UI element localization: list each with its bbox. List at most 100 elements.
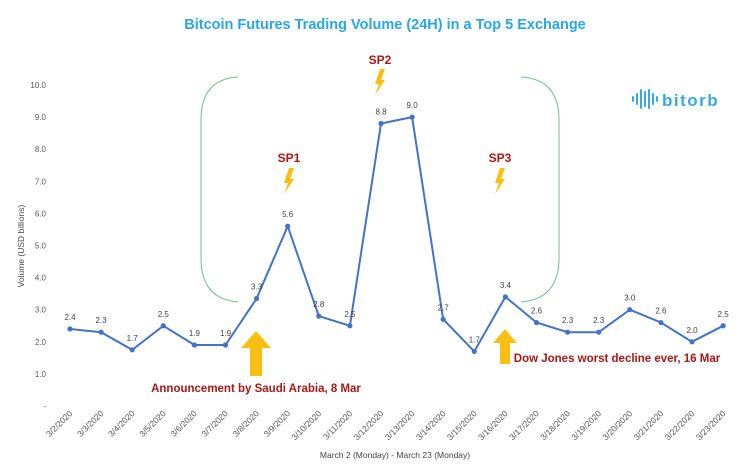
x-tick-label: 3/10/2020: [289, 408, 323, 442]
y-tick-label: 9.0: [35, 113, 47, 122]
dow-annotation: Dow Jones worst decline ever, 16 Mar: [514, 353, 721, 365]
data-label: 2.3: [96, 316, 108, 325]
saudi-arrow-icon: [241, 331, 271, 376]
data-point: [316, 313, 322, 319]
data-point: [565, 329, 571, 335]
x-tick-label: 3/6/2020: [168, 408, 199, 439]
y-tick-label: 8.0: [35, 145, 47, 154]
data-point: [627, 307, 633, 313]
data-point: [440, 316, 446, 322]
data-label: 2.7: [438, 303, 450, 312]
bracket-left: [200, 76, 239, 303]
sp3-lightning-icon: [495, 168, 505, 194]
data-point: [254, 295, 260, 302]
data-label: 2.5: [158, 310, 170, 319]
x-tick-label: 3/11/2020: [321, 408, 355, 442]
sp2-label: SP2: [369, 53, 392, 67]
x-axis: 3/2/2020 3/3/2020 3/4/2020 3/5/2020 3/6/2020…: [44, 408, 728, 442]
data-points: [67, 114, 726, 355]
data-point: [471, 348, 477, 355]
x-tick-label: 3/5/2020: [137, 408, 168, 439]
x-axis-label: March 2 (Monday) - March 23 (Monday): [320, 450, 470, 460]
data-label: 1.7: [469, 335, 481, 344]
data-label: 1.9: [220, 329, 232, 338]
x-tick-label: 3/20/2020: [600, 408, 634, 442]
x-tick-label: 3/19/2020: [569, 408, 603, 442]
x-tick-label: 3/9/2020: [262, 408, 293, 439]
x-tick-label: 3/16/2020: [476, 408, 510, 442]
data-point: [378, 120, 384, 127]
data-label: 2.5: [344, 310, 356, 319]
x-tick-label: 3/23/2020: [694, 408, 728, 442]
data-point: [409, 114, 415, 120]
data-point: [191, 342, 197, 348]
logo: bitorb: [632, 89, 719, 110]
data-label: 2.0: [686, 326, 698, 335]
data-label: 2.6: [655, 307, 667, 316]
data-labels: 2.4 2.3 1.7 2.5 1.9 1.9 3.3 5.6 2.8 2.5 8.8 9.0 2.7 1…: [64, 101, 729, 344]
data-point: [502, 294, 508, 300]
data-label: 1.9: [189, 329, 201, 338]
data-point: [596, 329, 602, 335]
dow-arrow-icon: [493, 329, 517, 364]
bitorb-logo-icon: [632, 89, 658, 109]
x-tick-label: 3/4/2020: [106, 408, 137, 439]
x-tick-label: 3/22/2020: [663, 408, 697, 442]
y-tick-label: 4.0: [35, 274, 47, 283]
x-tick-label: 3/13/2020: [383, 408, 417, 442]
data-point: [689, 339, 695, 345]
data-label: 3.3: [251, 282, 263, 291]
sp2-lightning-icon: [375, 69, 385, 95]
x-tick-label: 3/7/2020: [199, 408, 230, 439]
data-label: 2.8: [313, 300, 325, 309]
data-point: [222, 342, 229, 348]
x-tick-label: 3/18/2020: [538, 408, 572, 442]
y-tick-label: 1.0: [35, 370, 47, 379]
y-tick-label: 2.0: [35, 338, 47, 347]
logo-text: bitorb: [662, 91, 719, 110]
data-label: 3.0: [624, 294, 636, 303]
sp1-label: SP1: [278, 151, 301, 165]
data-label: 2.3: [562, 316, 574, 325]
y-tick-label: 6.0: [35, 209, 47, 218]
x-tick-label: 3/3/2020: [75, 408, 106, 439]
data-point: [720, 323, 726, 329]
series-line: [69, 115, 724, 354]
data-label: 3.4: [500, 281, 512, 290]
data-label: 2.6: [531, 307, 543, 316]
x-tick-label: 3/21/2020: [631, 408, 665, 442]
x-tick-label: 3/12/2020: [352, 408, 386, 442]
y-tick-label: 5.0: [35, 242, 47, 251]
y-tick-label: 10.0: [30, 81, 46, 90]
y-axis-label: Volume (USD billions): [16, 204, 26, 287]
chart-title: Bitcoin Futures Trading Volume (24H) in …: [184, 17, 586, 33]
data-point: [347, 323, 353, 329]
x-tick-label: 3/2/2020: [44, 408, 75, 439]
y-tick-label: -: [43, 402, 46, 411]
data-label: 5.6: [282, 210, 294, 219]
y-axis: - 1.0 2.0 3.0 4.0 5.0 6.0 7.0 8.0 9.0 10.0: [30, 81, 46, 411]
data-point: [129, 347, 135, 353]
data-point: [67, 326, 73, 332]
data-label: 2.4: [64, 313, 76, 322]
x-tick-label: 3/8/2020: [231, 408, 262, 439]
data-point: [285, 223, 291, 229]
data-point: [98, 329, 104, 335]
y-tick-label: 7.0: [35, 177, 47, 186]
x-tick-label: 3/15/2020: [445, 408, 479, 442]
saudi-annotation: Announcement by Saudi Arabia, 8 Mar: [151, 383, 361, 395]
data-label: 2.5: [718, 310, 730, 319]
data-point: [658, 319, 664, 326]
data-label: 1.7: [127, 334, 139, 343]
bracket-right: [520, 76, 560, 303]
sp1-lightning-icon: [284, 168, 294, 194]
sp3-label: SP3: [489, 151, 512, 165]
y-tick-label: 3.0: [35, 306, 47, 315]
data-point: [160, 323, 166, 329]
data-label: 2.3: [593, 316, 605, 325]
x-tick-label: 3/17/2020: [507, 408, 541, 442]
data-label: 8.8: [375, 108, 387, 117]
data-point: [533, 319, 540, 326]
x-tick-label: 3/14/2020: [414, 408, 448, 442]
